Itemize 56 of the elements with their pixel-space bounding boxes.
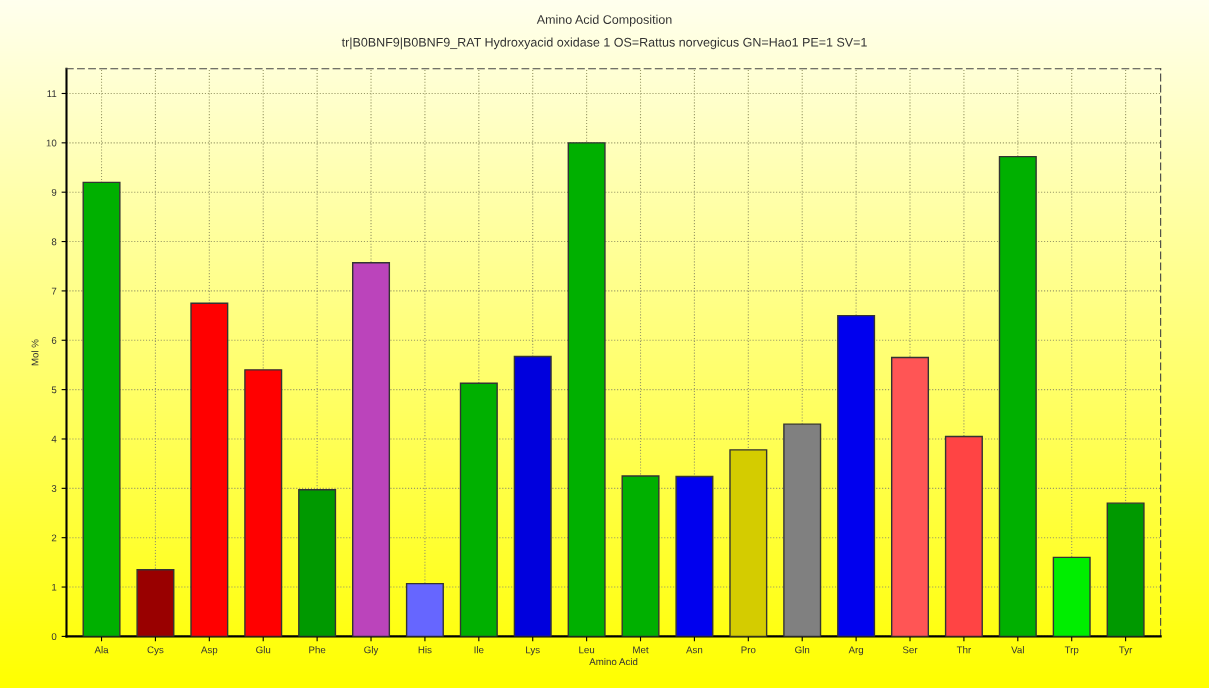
bar [513, 355, 552, 637]
y-tick-label: 4 [51, 435, 57, 443]
x-tick-label: Ala [94, 646, 109, 654]
x-tick-label: Asn [686, 646, 703, 654]
x-tick-label: Lys [526, 646, 540, 656]
y-tick-label: 5 [51, 386, 57, 394]
x-tick-label: Glu [256, 646, 271, 654]
bar [1106, 502, 1145, 637]
x-tick-label: Gly [364, 646, 379, 656]
x-axis-title: Amino Acid [589, 657, 638, 666]
bar [675, 475, 714, 637]
x-tick-label: His [418, 646, 432, 654]
y-tick-label: 2 [51, 534, 57, 542]
bar [998, 155, 1037, 637]
bar [459, 382, 498, 637]
bar [944, 435, 983, 637]
y-tick-label: 3 [51, 485, 57, 492]
bar [621, 475, 660, 637]
bar [298, 489, 337, 637]
x-tick-label: Met [633, 646, 649, 654]
chart-title: Amino Acid Composition [536, 14, 672, 27]
y-tick-label: 7 [51, 287, 57, 295]
x-tick-label: Gln [795, 646, 810, 654]
chart-subtitle: tr|B0BNF9|B0BNF9_RAT Hydroxyacid oxidase 1 OS=Rattus norvegicus GN=Hao1 PE=1 SV=1 [341, 37, 867, 50]
x-tick-label: Phe [309, 646, 326, 654]
x-tick-label: Asp [200, 646, 218, 656]
x-tick-label: Cys [147, 646, 164, 656]
bar [405, 582, 444, 637]
x-tick-label: Pro [741, 646, 756, 654]
bar [1052, 556, 1091, 637]
y-tick-label: 10 [46, 139, 57, 147]
bar [837, 314, 876, 637]
y-tick-label: 6 [51, 336, 57, 344]
x-tick-label: Tyr [1119, 646, 1133, 656]
bar [567, 142, 606, 637]
x-tick-label: Arg [848, 646, 864, 656]
y-axis-title: Mol % [31, 339, 39, 366]
bar [352, 262, 391, 637]
x-tick-label: Val [1011, 646, 1024, 654]
bar [244, 369, 283, 637]
bar [190, 302, 229, 637]
x-tick-label: Trp [1064, 646, 1079, 656]
x-tick-label: Thr [956, 646, 972, 654]
bar [136, 569, 175, 637]
y-tick-label: 9 [51, 188, 57, 196]
y-tick-label: 0 [51, 633, 57, 641]
y-tick-label: 11 [47, 90, 57, 97]
x-tick-label: Leu [579, 646, 595, 654]
y-tick-label: 1 [52, 583, 57, 591]
bar [729, 449, 768, 637]
y-tick-label: 8 [51, 238, 57, 246]
bar [82, 181, 121, 637]
bar [890, 356, 930, 637]
bar [783, 423, 822, 637]
x-tick-label: Ser [902, 646, 918, 654]
x-tick-label: Ile [474, 646, 484, 654]
